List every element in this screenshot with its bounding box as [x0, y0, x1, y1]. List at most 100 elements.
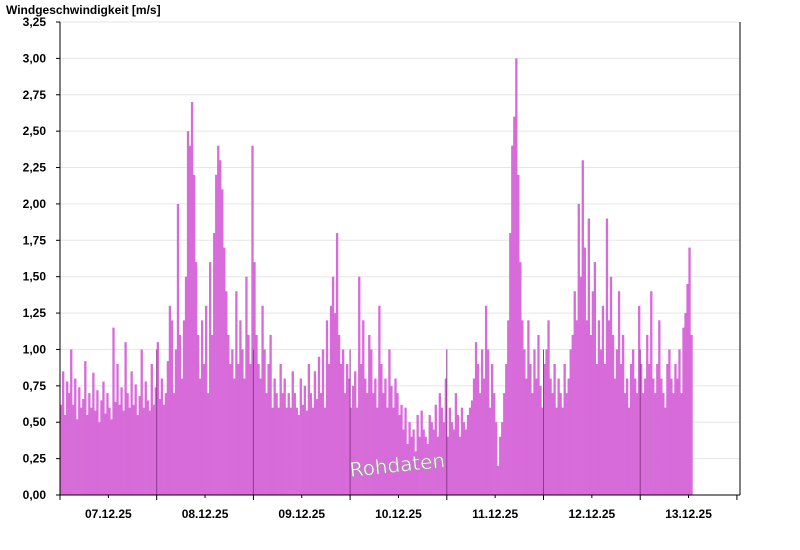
bar — [350, 407, 353, 495]
x-tick-label: 10.12.25 — [375, 507, 422, 521]
bar — [478, 393, 482, 495]
bar — [486, 349, 490, 495]
bar — [279, 364, 282, 495]
bar — [273, 378, 276, 495]
bar — [535, 378, 538, 495]
bar — [446, 436, 450, 495]
bar — [513, 116, 516, 495]
bar — [623, 393, 627, 495]
bar — [335, 233, 339, 495]
bar — [517, 174, 520, 495]
bar — [265, 393, 268, 495]
bar — [625, 378, 629, 495]
bar — [142, 407, 145, 495]
bar — [281, 393, 284, 495]
bar — [291, 371, 294, 495]
bar — [674, 364, 677, 495]
bar — [162, 404, 166, 495]
bar — [537, 334, 540, 495]
bar — [205, 305, 208, 495]
bar — [368, 334, 371, 495]
bar — [94, 410, 97, 495]
y-tick-label: 0,50 — [23, 415, 47, 429]
bar — [144, 381, 147, 495]
bar — [80, 407, 83, 495]
bar — [452, 429, 456, 495]
bar — [343, 393, 347, 495]
bar — [396, 393, 399, 495]
bar — [164, 393, 168, 495]
bar — [448, 407, 452, 495]
bar — [380, 364, 383, 495]
bar — [233, 378, 236, 495]
bar — [640, 364, 643, 495]
chart-title: Windgeschwindigkeit [m/s] — [6, 3, 161, 17]
bar — [92, 372, 95, 495]
bar — [337, 334, 341, 495]
bar — [416, 414, 419, 495]
bar — [354, 371, 357, 495]
bar — [239, 320, 242, 495]
y-tick-label: 1,25 — [23, 306, 47, 320]
bar — [384, 378, 387, 495]
bar — [646, 334, 649, 495]
bar — [200, 320, 204, 495]
bar — [591, 291, 595, 495]
bar — [412, 429, 415, 495]
bar — [283, 378, 286, 495]
bar — [426, 444, 429, 495]
bar — [138, 396, 141, 495]
bar — [577, 203, 580, 496]
bar — [420, 410, 423, 495]
bar — [134, 384, 137, 495]
bar — [64, 414, 67, 495]
bar — [313, 371, 317, 495]
bar — [462, 422, 466, 495]
bar — [579, 276, 582, 495]
bar — [225, 291, 228, 495]
bar — [128, 407, 131, 495]
bar — [255, 334, 258, 495]
bar — [414, 451, 417, 495]
bar — [664, 407, 667, 495]
bar — [311, 407, 315, 495]
bar — [196, 334, 200, 495]
bar — [176, 203, 180, 496]
bar — [364, 378, 367, 495]
bar — [287, 393, 290, 495]
bar — [497, 465, 500, 495]
bar — [484, 305, 488, 495]
y-tick-label: 2,50 — [23, 124, 47, 138]
y-tick-label: 2,75 — [23, 88, 47, 102]
bar — [374, 378, 377, 495]
bar — [184, 276, 188, 495]
x-tick-label: 13.12.25 — [665, 507, 712, 521]
bar — [122, 410, 125, 495]
bar — [235, 291, 238, 495]
bar — [251, 145, 254, 495]
bar — [194, 262, 198, 495]
bar — [106, 393, 109, 495]
bar — [132, 404, 135, 495]
bar — [638, 305, 641, 495]
bar — [263, 349, 266, 495]
bar — [124, 342, 127, 495]
bar — [422, 429, 425, 495]
bar — [557, 378, 560, 495]
bar — [74, 378, 77, 495]
bar — [531, 393, 534, 495]
x-tick-label: 08.12.25 — [182, 507, 229, 521]
bar — [523, 349, 526, 495]
bar — [154, 387, 157, 495]
bar — [559, 393, 562, 495]
y-tick-label: 2,25 — [23, 161, 47, 175]
bar — [259, 378, 262, 495]
bar — [629, 364, 633, 495]
bar — [555, 407, 558, 495]
bar — [203, 364, 206, 495]
bar — [503, 393, 506, 495]
bar — [245, 276, 248, 495]
bar — [116, 364, 119, 495]
bar — [454, 393, 458, 495]
